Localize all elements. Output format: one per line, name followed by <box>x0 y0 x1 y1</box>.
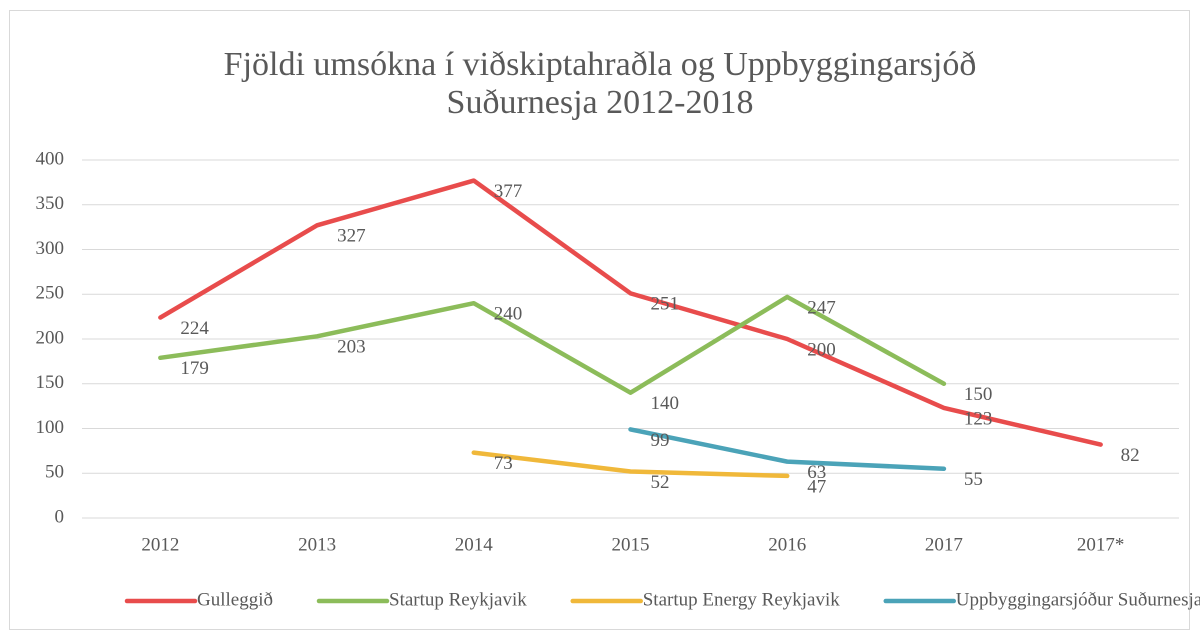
legend-label: Startup Energy Reykjavik <box>643 589 841 610</box>
x-tick-label: 2012 <box>141 534 179 555</box>
y-tick-label: 0 <box>55 506 65 527</box>
series-line <box>471 450 790 479</box>
data-label: 377 <box>494 181 523 202</box>
data-label: 123 <box>964 408 993 429</box>
x-tick-label: 2017* <box>1077 534 1125 555</box>
x-tick-label: 2014 <box>455 534 494 555</box>
y-tick-label: 300 <box>36 238 65 259</box>
y-tick-label: 100 <box>36 417 65 438</box>
data-label: 55 <box>964 469 983 490</box>
data-label: 251 <box>651 294 680 315</box>
legend-label: Uppbyggingarsjóður Suðurnesja <box>956 589 1200 610</box>
y-tick-label: 250 <box>36 283 65 304</box>
x-tick-label: 2015 <box>612 534 650 555</box>
data-label: 150 <box>964 384 993 405</box>
y-tick-label: 50 <box>45 462 64 483</box>
data-label: 47 <box>807 476 826 497</box>
data-label: 179 <box>180 358 209 379</box>
series-line <box>158 178 1103 447</box>
legend-label: Gulleggið <box>197 589 273 610</box>
x-tick-label: 2016 <box>768 534 806 555</box>
data-label: 52 <box>651 472 670 493</box>
chart-title: Suðurnesja 2012-2018 <box>447 84 754 121</box>
data-label: 327 <box>337 226 366 247</box>
legend-label: Startup Reykjavik <box>389 589 527 610</box>
y-tick-label: 150 <box>36 372 65 393</box>
x-tick-label: 2013 <box>298 534 336 555</box>
data-label: 200 <box>807 339 836 360</box>
data-label: 99 <box>651 430 670 451</box>
data-label: 203 <box>337 337 366 358</box>
chart-title: Fjöldi umsókna í viðskiptahraðla og Uppb… <box>224 46 977 83</box>
data-label: 140 <box>651 393 680 414</box>
series-line <box>628 427 947 472</box>
data-label: 224 <box>180 318 209 339</box>
y-tick-label: 200 <box>36 327 65 348</box>
data-label: 73 <box>494 453 513 474</box>
data-label: 247 <box>807 297 836 318</box>
y-tick-label: 350 <box>36 193 65 214</box>
data-label: 63 <box>807 462 826 483</box>
data-label: 240 <box>494 304 523 325</box>
y-tick-label: 400 <box>36 148 65 169</box>
data-label: 82 <box>1121 445 1140 466</box>
series-line <box>158 294 947 395</box>
chart-frame <box>9 10 1190 630</box>
x-tick-label: 2017 <box>925 534 963 555</box>
